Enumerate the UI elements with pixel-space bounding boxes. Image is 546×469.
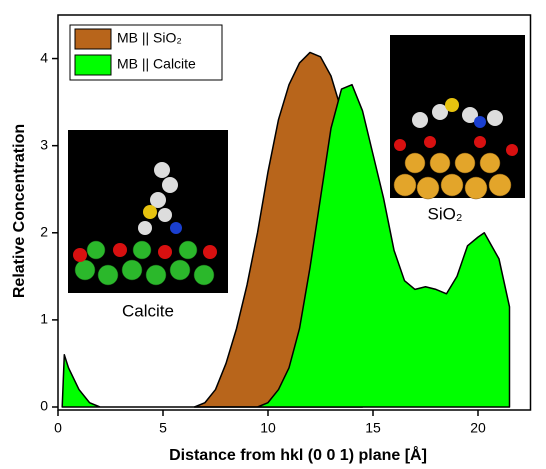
sio2-image [390,35,525,199]
x-tick-label: 0 [54,420,62,436]
calcite-image [68,130,228,293]
y-tick-label: 3 [40,136,48,152]
annotation: SiO₂ [428,204,463,223]
annotation: Calcite [122,301,174,320]
x-axis-title: Distance from hkl (0 0 1) plane [Å] [169,445,427,464]
legend-swatch [75,55,111,75]
y-axis-title: Relative Concentration [11,124,28,298]
y-tick-label: 2 [40,223,48,239]
y-tick-label: 4 [40,49,48,65]
x-tick-label: 20 [470,420,486,436]
legend-swatch [75,29,111,49]
x-tick-label: 15 [365,420,381,436]
chart: Calcite SiO₂ Distance from hkl (0 0 1) p… [0,0,546,469]
x-tick-label: 10 [260,420,276,436]
y-tick-label: 0 [40,398,48,414]
legend-label: MB || SiO₂ [117,30,182,46]
x-tick-label: 5 [159,420,167,436]
y-tick-label: 1 [40,311,48,327]
legend-label: MB || Calcite [117,56,196,72]
